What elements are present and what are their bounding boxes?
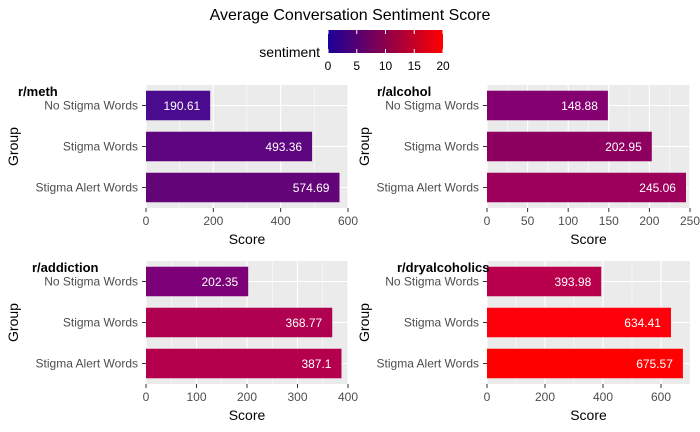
- bar-data-label: 675.57: [636, 357, 673, 371]
- panels: 0 200 400 600 No Stigma Words Stigma Words Sti…: [5, 84, 700, 423]
- y-axis-title: Group: [5, 303, 21, 342]
- bar-data-label: 202.35: [201, 275, 238, 289]
- x-tick-label: 0: [143, 390, 150, 404]
- legend-tick-label: 5: [353, 59, 360, 73]
- bar-data-label: 368.77: [286, 316, 323, 330]
- x-tick-label: 200: [203, 214, 223, 228]
- y-tick-label: No Stigma Words: [44, 99, 138, 113]
- y-tick-label: Stigma Alert Words: [377, 357, 479, 371]
- x-tick-label: 0: [143, 214, 150, 228]
- x-tick-label: 150: [599, 214, 619, 228]
- x-tick-label: 0: [484, 390, 491, 404]
- legend-tick-label: 15: [408, 59, 422, 73]
- bar: [487, 172, 686, 203]
- bar: [146, 90, 211, 121]
- bar-data-label: 202.95: [605, 140, 642, 154]
- panel-0: 0 200 400 600 No Stigma Words Stigma Words Sti…: [5, 84, 358, 247]
- y-tick-label: Stigma Alert Words: [36, 357, 138, 371]
- bar: [146, 348, 342, 379]
- x-tick-label: 400: [338, 390, 358, 404]
- panel-title: r/meth: [18, 84, 58, 99]
- x-tick-label: 200: [535, 390, 555, 404]
- x-tick-label: 0: [484, 214, 491, 228]
- panel-title: r/alcohol: [377, 84, 431, 99]
- x-tick-label: 100: [558, 214, 578, 228]
- x-tick-label: 600: [338, 214, 358, 228]
- y-tick-label: Stigma Words: [63, 316, 138, 330]
- legend-colorbar: [328, 30, 443, 53]
- bar: [146, 266, 249, 297]
- legend-title: sentiment: [259, 44, 320, 60]
- bar-data-label: 387.1: [301, 357, 331, 371]
- panel-3: 0 200 400 600 No Stigma Words Stigma Words Sti…: [356, 260, 690, 423]
- x-tick-label: 400: [271, 214, 291, 228]
- panel-title: r/dryalcoholics: [397, 260, 489, 275]
- panel-2: 0 100 200 300 400 No Stigma Words Stigma Words…: [5, 260, 358, 423]
- x-tick-label: 600: [651, 390, 671, 404]
- bar-data-label: 190.61: [163, 99, 200, 113]
- x-tick-label: 300: [287, 390, 307, 404]
- bar: [146, 307, 333, 338]
- bar-data-label: 393.98: [555, 275, 592, 289]
- y-tick-label: Stigma Words: [63, 140, 138, 154]
- bar: [487, 90, 608, 121]
- y-tick-label: Stigma Alert Words: [36, 181, 138, 195]
- x-tick-label: 200: [639, 214, 659, 228]
- y-tick-label: Stigma Alert Words: [377, 181, 479, 195]
- x-tick-label: 50: [521, 214, 535, 228]
- legend-tick-label: 0: [325, 59, 332, 73]
- y-axis-title: Group: [356, 127, 372, 166]
- x-axis-title: Score: [570, 231, 607, 247]
- y-tick-label: No Stigma Words: [44, 275, 138, 289]
- y-tick-label: No Stigma Words: [385, 275, 479, 289]
- y-tick-label: No Stigma Words: [385, 99, 479, 113]
- x-axis-title: Score: [570, 407, 607, 423]
- panel-1: 0 50 100 150 200 250 No Stigma Words Stigma Wor…: [356, 84, 700, 247]
- bar: [487, 131, 652, 162]
- x-tick-label: 400: [593, 390, 613, 404]
- legend-tick-label: 20: [436, 59, 450, 73]
- bar-data-label: 574.69: [293, 181, 330, 195]
- y-axis-title: Group: [5, 127, 21, 166]
- x-tick-label: 100: [186, 390, 206, 404]
- x-tick-label: 250: [680, 214, 700, 228]
- bar-data-label: 148.88: [561, 99, 598, 113]
- bar-data-label: 245.06: [639, 181, 676, 195]
- bar: [487, 307, 671, 338]
- y-tick-label: Stigma Words: [404, 316, 479, 330]
- bar-data-label: 493.36: [265, 140, 302, 154]
- bar-data-label: 634.41: [624, 316, 661, 330]
- x-axis-title: Score: [229, 407, 266, 423]
- panel-title: r/addiction: [32, 260, 99, 275]
- bar: [146, 172, 340, 203]
- x-axis-title: Score: [229, 231, 266, 247]
- bar: [487, 266, 602, 297]
- y-axis-title: Group: [356, 303, 372, 342]
- x-tick-label: 200: [237, 390, 257, 404]
- y-tick-label: Stigma Words: [404, 140, 479, 154]
- bar: [487, 348, 683, 379]
- legend-tick-label: 10: [379, 59, 393, 73]
- legend: sentiment 0 5 10 15 20: [259, 30, 450, 73]
- chart-title: Average Conversation Sentiment Score: [210, 7, 491, 24]
- bar: [146, 131, 313, 162]
